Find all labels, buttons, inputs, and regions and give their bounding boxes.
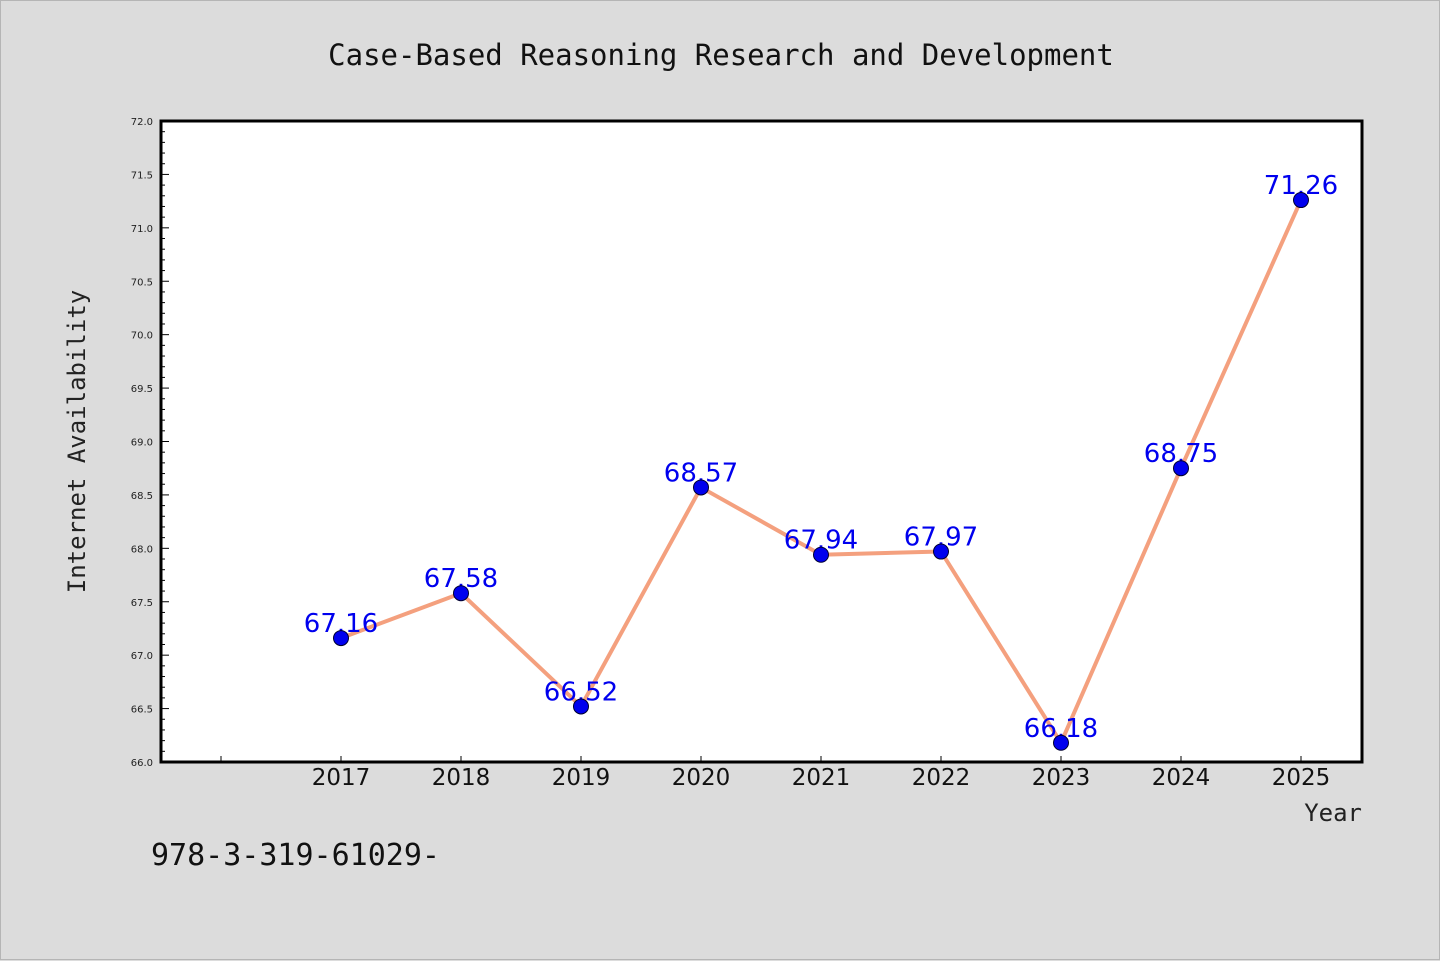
y-tick-label: 70.5 (131, 277, 153, 288)
y-tick-label: 70.0 (131, 331, 153, 342)
x-tick-label: 2022 (912, 765, 971, 791)
data-point (1293, 192, 1309, 209)
y-tick-label: 69.5 (131, 384, 153, 395)
y-tick-label: 72.0 (131, 117, 153, 128)
x-tick-label: 2023 (1032, 765, 1091, 791)
x-tick-label: 2020 (672, 765, 731, 791)
x-tick-label: 2024 (1152, 765, 1211, 791)
y-tick-label: 66.5 (131, 705, 153, 716)
data-point (453, 585, 469, 602)
y-tick-label: 66.0 (131, 758, 153, 769)
x-axis-label: Year (1304, 799, 1362, 827)
data-point (813, 546, 829, 563)
y-axis-ticks: 66.0 66.5 67.0 67.5 68.0 68.5 69.0 69.5 70.0 70.5… (131, 117, 169, 769)
y-axis-label: Internet Availability (63, 290, 91, 593)
isbn-footnote: 978-3-319-61029- (151, 838, 440, 873)
data-point (693, 479, 709, 496)
data-point (573, 698, 589, 715)
data-point (933, 543, 949, 560)
y-tick-label: 67.0 (131, 651, 153, 662)
y-tick-label: 69.0 (131, 438, 153, 449)
y-tick-label: 68.0 (131, 544, 153, 555)
x-tick-label: 2025 (1272, 765, 1331, 791)
x-tick-label: 2018 (432, 765, 491, 791)
x-tick-label: 2017 (312, 765, 371, 791)
y-tick-label: 71.0 (131, 224, 153, 235)
chart-title: Case-Based Reasoning Research and Develo… (328, 38, 1114, 72)
plot-area (159, 119, 1364, 764)
data-point (333, 630, 349, 647)
x-axis-ticks: 2017 2018 2019 2020 2021 2022 2023 2024 2025 (220, 756, 1331, 791)
y-tick-label: 68.5 (131, 491, 153, 502)
x-tick-label: 2019 (552, 765, 611, 791)
y-tick-label: 71.5 (131, 170, 153, 181)
y-tick-label: 67.5 (131, 598, 153, 609)
data-point (1173, 460, 1189, 477)
data-point (1053, 734, 1069, 751)
x-tick-label: 2021 (792, 765, 851, 791)
